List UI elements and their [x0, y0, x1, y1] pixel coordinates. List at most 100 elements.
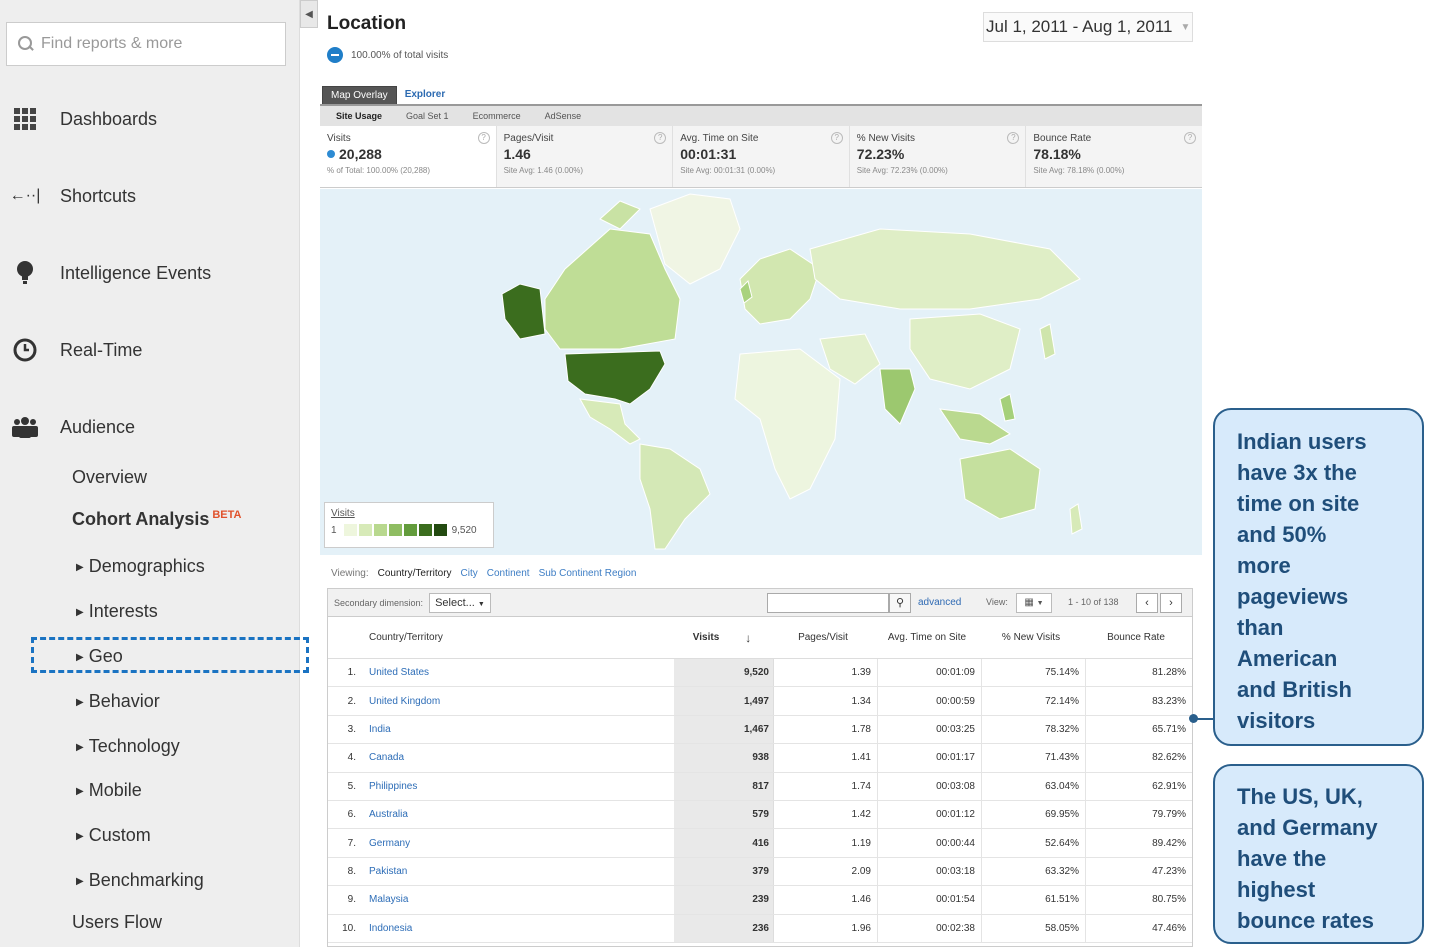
- date-range-picker[interactable]: Jul 1, 2011 - Aug 1, 2011 ▼: [983, 12, 1193, 42]
- nav-cohort-analysis[interactable]: Cohort Analysis BETA: [72, 509, 242, 530]
- table-search-input[interactable]: [767, 593, 889, 613]
- chevron-left-icon: ◀: [305, 8, 313, 20]
- search-icon[interactable]: ⚲: [889, 593, 911, 613]
- nav-dashboards[interactable]: Dashboards: [10, 107, 157, 131]
- country-link[interactable]: United Kingdom: [369, 695, 441, 707]
- next-page-button[interactable]: ›: [1160, 593, 1182, 613]
- nav-custom-label: Custom: [88, 825, 151, 845]
- cell-pages-visit: 1.42: [774, 800, 878, 829]
- country-link[interactable]: Indonesia: [369, 922, 413, 934]
- lightbulb-icon: [10, 261, 40, 285]
- cell-new-visits: 71.43%: [982, 744, 1086, 772]
- tab-adsense[interactable]: AdSense: [544, 111, 582, 121]
- row-number: 1.: [347, 667, 356, 679]
- nav-real-time-label: Real-Time: [60, 339, 143, 360]
- map-greenland: [649, 193, 741, 285]
- viewing-sub-continent[interactable]: Sub Continent Region: [538, 568, 637, 579]
- metric-visits[interactable]: Visits 20,288 % of Total: 100.00% (20,28…: [320, 126, 497, 187]
- nav-overview[interactable]: Overview: [72, 467, 148, 487]
- tab-map-overlay[interactable]: Map Overlay: [322, 86, 397, 105]
- segment-icon[interactable]: [327, 47, 343, 63]
- header-country[interactable]: Country/Territory: [369, 632, 443, 643]
- sort-down-arrow-icon: ↓: [745, 630, 752, 645]
- nav-demographics[interactable]: ▶ Demographics: [76, 556, 205, 577]
- table-view-icon: ▦: [1024, 597, 1034, 608]
- select-label: Select...: [435, 596, 475, 609]
- viewing-country[interactable]: Country/Territory: [377, 568, 452, 579]
- callout-line: visitors: [1237, 708, 1316, 733]
- help-icon[interactable]: ?: [477, 132, 490, 144]
- nav-users-flow[interactable]: Users Flow: [72, 912, 163, 932]
- metric-pages-visit[interactable]: Pages/Visit 1.46 Site Avg: 1.46 (0.00%) …: [496, 126, 674, 187]
- cell-new-visits: 72.14%: [982, 687, 1086, 715]
- nav-audience[interactable]: Audience: [10, 415, 135, 439]
- help-icon[interactable]: ?: [1183, 132, 1196, 144]
- nav-shortcuts[interactable]: ←··| Shortcuts: [10, 184, 136, 208]
- viewing-city[interactable]: City: [460, 568, 478, 579]
- country-link[interactable]: Philippines: [369, 780, 418, 792]
- nav-geo[interactable]: ▶ Geo: [76, 646, 123, 667]
- tab-explorer[interactable]: Explorer: [404, 89, 446, 100]
- cell-pages-visit: 1.96: [774, 914, 878, 942]
- metric-sub: Site Avg: 78.18% (0.00%): [1033, 166, 1125, 175]
- search-input[interactable]: Find reports & more: [6, 22, 286, 66]
- legend-swatch: [432, 523, 448, 537]
- country-link[interactable]: United States: [369, 667, 430, 679]
- prev-page-button[interactable]: ‹: [1136, 593, 1158, 613]
- cell-visits: 236: [674, 914, 774, 942]
- help-icon[interactable]: ?: [1007, 132, 1020, 144]
- nav-technology-label: Technology: [88, 736, 180, 756]
- metric-bounce-rate[interactable]: Bounce Rate 78.18% Site Avg: 78.18% (0.0…: [1026, 126, 1202, 187]
- cell-visits: 239: [674, 886, 774, 914]
- view-toggle-button[interactable]: ▦ ▼: [1016, 593, 1052, 613]
- metric-new-visits[interactable]: % New Visits 72.23% Site Avg: 72.23% (0.…: [849, 126, 1027, 187]
- legend-swatch: [417, 523, 433, 537]
- nav-mobile[interactable]: ▶ Mobile: [76, 780, 142, 801]
- help-icon[interactable]: ?: [654, 132, 667, 144]
- world-map[interactable]: [320, 189, 1202, 555]
- nav-interests[interactable]: ▶ Interests: [76, 601, 158, 622]
- header-visits[interactable]: Visits ↓: [674, 631, 774, 645]
- callout-line: have 3x the: [1237, 460, 1357, 485]
- tab-goal-set-1[interactable]: Goal Set 1: [406, 111, 449, 121]
- header-avg-time[interactable]: Avg. Time on Site: [887, 632, 967, 643]
- world-map-svg: [501, 193, 1083, 550]
- country-link[interactable]: Malaysia: [369, 894, 409, 906]
- header-new-visits[interactable]: % New Visits: [1001, 632, 1061, 643]
- nav-shortcuts-label: Shortcuts: [60, 185, 137, 206]
- country-link[interactable]: India: [369, 723, 391, 735]
- metric-avg-time[interactable]: Avg. Time on Site 00:01:31 Site Avg: 00:…: [673, 126, 850, 187]
- nav-custom[interactable]: ▶ Custom: [76, 825, 151, 846]
- nav-behavior[interactable]: ▶ Behavior: [76, 691, 160, 712]
- header-bounce-rate[interactable]: Bounce Rate: [1107, 632, 1165, 643]
- advanced-link[interactable]: advanced: [918, 597, 962, 608]
- tab-site-usage[interactable]: Site Usage: [336, 111, 383, 121]
- map-legend: Visits 1 9,520: [324, 502, 494, 548]
- nav-intelligence-events[interactable]: Intelligence Events: [10, 261, 211, 285]
- country-link[interactable]: Canada: [369, 752, 405, 764]
- row-number: 2.: [347, 695, 356, 707]
- header-pages-visit[interactable]: Pages/Visit: [798, 632, 848, 643]
- callout-line: The US, UK,: [1237, 784, 1363, 809]
- cell-avg-time: 00:02:38: [878, 914, 982, 942]
- nav-technology[interactable]: ▶ Technology: [76, 736, 180, 757]
- callout-connector-dot: [1189, 714, 1198, 723]
- main-content: Location Jul 1, 2011 - Aug 1, 2011 ▼ 100…: [320, 0, 1202, 947]
- nav-benchmarking[interactable]: ▶ Benchmarking: [76, 870, 204, 891]
- cell-avg-time: 00:00:44: [878, 829, 982, 857]
- viewing-continent[interactable]: Continent: [486, 568, 530, 579]
- country-link[interactable]: Australia: [369, 809, 408, 821]
- collapse-sidebar-button[interactable]: ◀: [300, 0, 318, 28]
- table-row: 4. Canada 938 1.41 00:01:17 71.43% 82.62%: [328, 744, 1192, 773]
- nav-interests-label: Interests: [88, 601, 158, 621]
- secondary-dimension-select[interactable]: Select... ▼: [429, 592, 491, 613]
- callout-line: Indian users: [1237, 429, 1367, 454]
- help-icon[interactable]: ?: [830, 132, 843, 144]
- nav-real-time[interactable]: Real-Time: [10, 338, 142, 362]
- cell-bounce-rate: 47.46%: [1152, 922, 1186, 934]
- country-link[interactable]: Germany: [369, 837, 411, 849]
- country-link[interactable]: Pakistan: [369, 865, 408, 877]
- callout-line: than: [1237, 615, 1284, 640]
- tab-ecommerce[interactable]: Ecommerce: [472, 111, 521, 121]
- callout-india: Indian users have 3x the time on site an…: [1213, 408, 1424, 746]
